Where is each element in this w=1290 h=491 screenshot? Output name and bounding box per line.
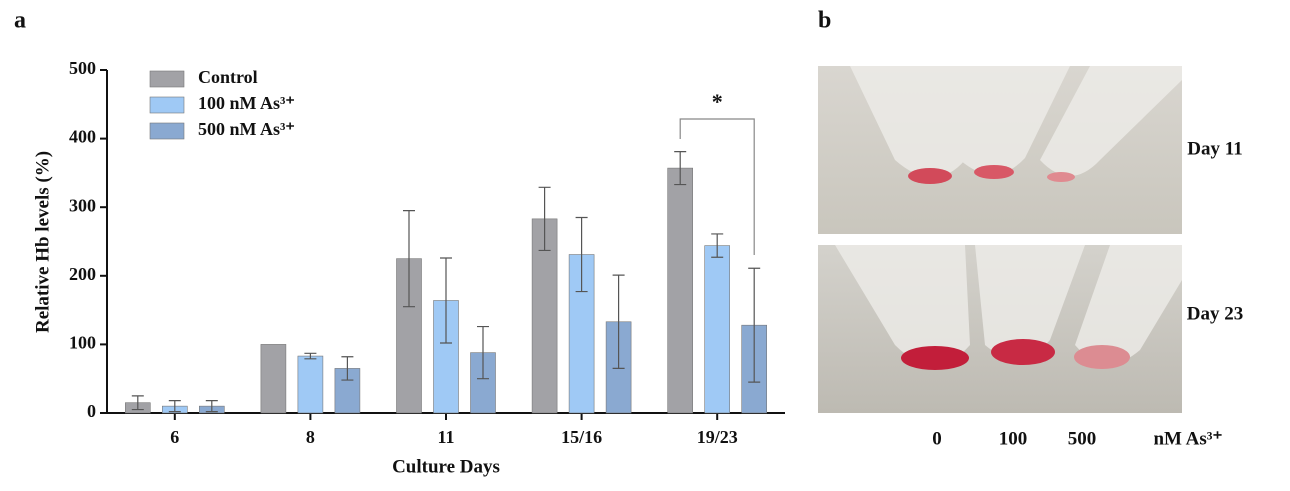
column-label: 0 xyxy=(932,428,942,449)
y-tick-label: 400 xyxy=(69,127,96,147)
bar xyxy=(667,167,694,414)
x-tick-label: 8 xyxy=(306,427,315,447)
error-bar xyxy=(131,395,144,411)
unit-label: nM As³⁺ xyxy=(1153,428,1222,449)
error-bar xyxy=(477,325,489,380)
panel-label: b xyxy=(818,8,831,34)
legend-swatch xyxy=(149,70,185,88)
error-bar xyxy=(711,233,724,258)
legend-swatch xyxy=(149,96,185,114)
error-bar xyxy=(575,216,588,293)
y-tick-label: 0 xyxy=(87,401,96,421)
x-axis-title: Culture Days xyxy=(392,456,500,477)
bar xyxy=(704,245,731,414)
row-label: Day 11 xyxy=(1187,138,1242,159)
error-bar xyxy=(674,151,687,186)
y-tick-label: 300 xyxy=(69,195,96,215)
column-label: 500 xyxy=(1068,428,1097,449)
legend-label: 100 nM As³⁺ xyxy=(198,93,295,113)
row-label: Day 23 xyxy=(1187,303,1243,324)
x-tick-label: 15/16 xyxy=(561,427,602,447)
x-tick-label: 11 xyxy=(437,427,454,447)
legend-label: 500 nM As³⁺ xyxy=(198,119,295,139)
x-tick-label: 6 xyxy=(170,427,179,447)
error-bar xyxy=(304,352,317,360)
legend-label: Control xyxy=(198,67,258,87)
photo xyxy=(818,66,1182,413)
error-bar xyxy=(403,210,415,308)
y-tick-label: 200 xyxy=(69,264,96,284)
column-label: 100 xyxy=(999,428,1028,449)
bar xyxy=(334,368,361,414)
error-bar xyxy=(748,267,761,383)
error-bar xyxy=(205,400,218,413)
x-tick-label: 19/23 xyxy=(697,427,738,447)
error-bar xyxy=(341,356,354,381)
y-axis-title: Relative Hb levels (%) xyxy=(32,151,53,333)
error-bar xyxy=(440,257,452,344)
annotation: * xyxy=(712,89,723,114)
y-tick-label: 500 xyxy=(69,58,96,78)
significance-bracket xyxy=(679,118,755,255)
panel-label: a xyxy=(14,8,26,34)
error-bar xyxy=(168,400,181,413)
bar xyxy=(260,344,287,414)
error-bar xyxy=(612,274,625,370)
bar xyxy=(297,355,324,414)
legend-swatch xyxy=(149,122,185,140)
error-bar xyxy=(538,186,551,252)
y-tick-label: 100 xyxy=(69,333,96,353)
